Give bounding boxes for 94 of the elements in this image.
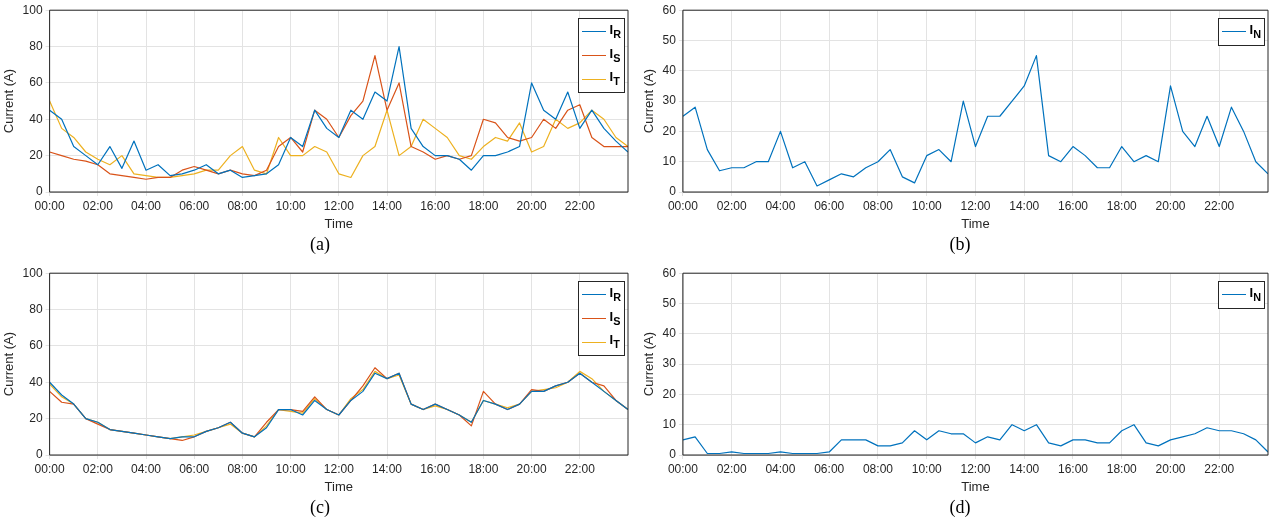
legend-label: I$_{T}$ [609, 331, 620, 352]
y-tick-label: 0 [35, 447, 43, 462]
x-tick-label: 14:00 [371, 198, 403, 213]
x-tick-label: 08:00 [227, 198, 258, 213]
y-tick-label: 20 [29, 410, 43, 425]
x-tick-label: 20:00 [1155, 461, 1186, 476]
x-tick-label: 22:00 [1204, 461, 1235, 476]
legend-label: I$_{T}$ [609, 68, 620, 89]
legend-label: I$_{N}$ [1249, 284, 1261, 305]
x-axis-title: Time [324, 215, 354, 231]
x-tick-label: 10:00 [911, 461, 943, 476]
y-tick-label: 40 [662, 326, 677, 341]
x-tick-label: 12:00 [323, 198, 355, 213]
x-tick-label: 04:00 [131, 461, 162, 476]
x-tick-label: 00:00 [667, 461, 699, 476]
x-axis-title: Time [324, 478, 354, 494]
y-tick-label: 60 [29, 338, 43, 353]
y-tick-label: 40 [29, 374, 43, 389]
x-tick-label: 18:00 [468, 198, 499, 213]
legend-label: I$_{R}$ [609, 21, 621, 42]
y-axis-title: Current (A) [641, 331, 657, 397]
y-tick-label: 30 [662, 93, 677, 108]
text: (d) [948, 497, 972, 518]
x-tick-label: 20:00 [1155, 198, 1186, 213]
y-tick-label: 20 [662, 123, 677, 138]
x-tick-label: 08:00 [862, 461, 894, 476]
x-tick-label: 12:00 [323, 461, 355, 476]
x-tick-label: 12:00 [960, 461, 991, 476]
y-axis-title: Current (A) [1, 68, 17, 134]
x-tick-label: 18:00 [468, 461, 499, 476]
x-tick-label: 18:00 [1106, 198, 1138, 213]
x-tick-label: 14:00 [1009, 198, 1040, 213]
x-tick-label: 14:00 [371, 461, 403, 476]
y-axis-title: Current (A) [641, 68, 657, 134]
legend-label: I$_{S}$ [609, 44, 621, 66]
x-axis-title: Time [961, 478, 990, 494]
y-tick-label: 0 [35, 184, 43, 199]
y-tick-label: 100 [22, 2, 43, 17]
x-tick-label: 06:00 [814, 461, 845, 476]
x-tick-label: 02:00 [716, 461, 748, 476]
text: (c) [309, 497, 331, 518]
x-tick-label: 16:00 [1057, 198, 1089, 213]
text: (a) [309, 234, 331, 255]
x-tick-label: 14:00 [1009, 461, 1040, 476]
y-tick-label: 60 [662, 265, 677, 280]
x-tick-label: 02:00 [82, 461, 114, 476]
x-tick-label: 02:00 [716, 198, 748, 213]
x-tick-label: 08:00 [862, 198, 894, 213]
x-tick-label: 02:00 [82, 198, 114, 213]
y-tick-label: 100 [22, 265, 43, 280]
y-tick-label: 40 [662, 63, 677, 78]
x-axis-title: Time [961, 215, 990, 231]
x-tick-label: 00:00 [34, 461, 65, 476]
x-tick-label: 20:00 [516, 198, 547, 213]
y-tick-label: 50 [662, 295, 677, 310]
x-tick-label: 22:00 [564, 198, 596, 213]
legend-label: I$_{S}$ [609, 307, 621, 329]
x-tick-label: 10:00 [275, 461, 306, 476]
x-tick-label: 06:00 [179, 198, 210, 213]
x-tick-label: 10:00 [275, 198, 306, 213]
y-tick-label: 80 [29, 301, 43, 316]
text: (b) [948, 234, 972, 255]
legend-label: I$_{R}$ [609, 284, 621, 305]
x-tick-label: 22:00 [564, 461, 596, 476]
x-tick-label: 20:00 [516, 461, 547, 476]
y-axis-title: Current (A) [1, 331, 17, 397]
x-tick-label: 06:00 [814, 198, 845, 213]
x-tick-label: 00:00 [667, 198, 699, 213]
x-tick-label: 04:00 [131, 198, 162, 213]
y-tick-label: 10 [662, 417, 677, 432]
y-tick-label: 0 [669, 447, 677, 462]
y-tick-label: 20 [29, 147, 43, 162]
y-tick-label: 10 [662, 154, 677, 169]
x-tick-label: 00:00 [34, 198, 65, 213]
x-tick-label: 16:00 [420, 461, 451, 476]
x-tick-label: 10:00 [911, 198, 943, 213]
y-tick-label: 60 [29, 75, 43, 90]
x-tick-label: 18:00 [1106, 461, 1138, 476]
y-tick-label: 60 [662, 2, 677, 17]
x-tick-label: 12:00 [960, 198, 991, 213]
x-tick-label: 08:00 [227, 461, 258, 476]
x-tick-label: 22:00 [1204, 198, 1235, 213]
x-tick-label: 16:00 [1057, 461, 1089, 476]
y-tick-label: 80 [29, 38, 43, 53]
y-tick-label: 50 [662, 32, 677, 47]
y-tick-label: 40 [29, 111, 43, 126]
x-tick-label: 04:00 [765, 198, 796, 213]
x-tick-label: 04:00 [765, 461, 796, 476]
y-tick-label: 30 [662, 356, 677, 371]
y-tick-label: 20 [662, 386, 677, 401]
x-tick-label: 16:00 [420, 198, 451, 213]
legend-label: I$_{N}$ [1249, 21, 1261, 42]
y-tick-label: 0 [669, 184, 677, 199]
x-tick-label: 06:00 [179, 461, 210, 476]
